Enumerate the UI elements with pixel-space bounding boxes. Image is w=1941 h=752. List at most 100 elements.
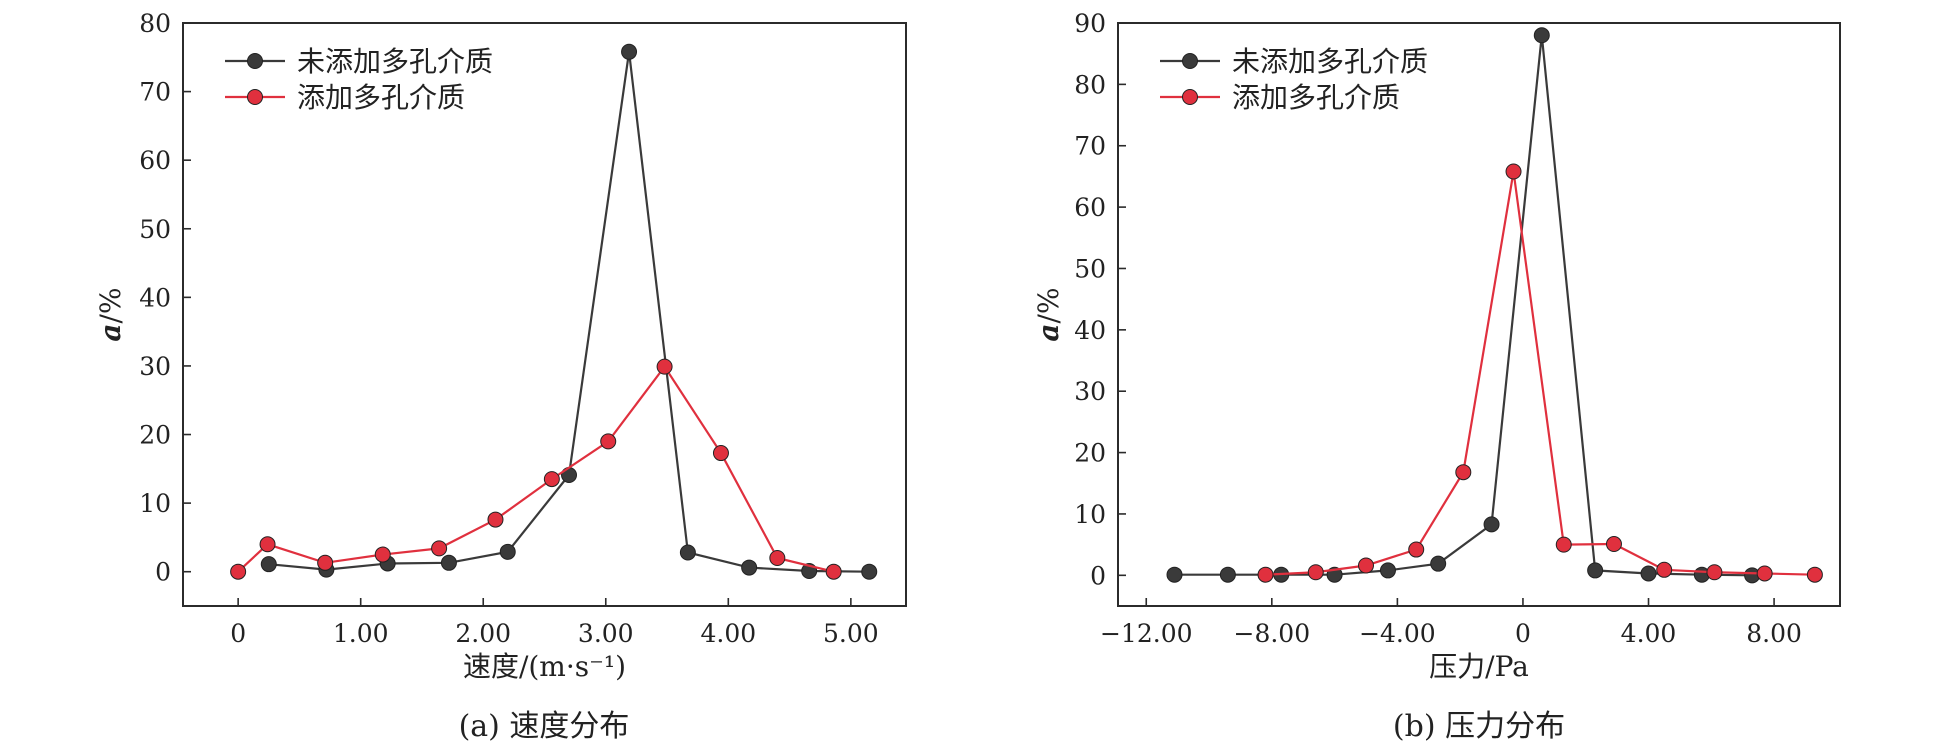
data-point [487, 511, 504, 528]
data-point [1806, 566, 1823, 583]
x-tick-label: 4.00 [700, 619, 756, 648]
y-tick-label: 10 [1074, 500, 1106, 529]
data-point [1533, 27, 1550, 44]
data-point [1706, 564, 1723, 581]
x-axis-title: 压力/Pa [1429, 650, 1529, 683]
plot-area-frame [1117, 22, 1841, 607]
data-point [317, 554, 334, 571]
data-point [712, 445, 729, 462]
legend-marker-unadded [1182, 53, 1198, 69]
legend-marker-added [247, 89, 263, 105]
data-point [600, 433, 617, 450]
y-axis-title: a/% [94, 287, 127, 341]
data-point [1605, 536, 1622, 553]
series-line-0 [268, 51, 870, 573]
y-tick-label: 20 [1074, 439, 1106, 468]
data-point [1357, 557, 1374, 574]
data-point [1756, 565, 1773, 582]
x-tick-label: −4.00 [1359, 619, 1436, 648]
legend-marker-unadded [247, 53, 263, 69]
data-point [259, 536, 276, 553]
y-tick-label: 80 [1074, 70, 1106, 99]
data-point [1379, 562, 1396, 579]
data-point [1640, 565, 1657, 582]
data-point [861, 563, 878, 580]
data-point [825, 563, 842, 580]
legend-marker-added [1182, 89, 1198, 105]
x-tick-label: −12.00 [1100, 619, 1193, 648]
x-tick-label: −8.00 [1234, 619, 1311, 648]
series-line-0 [1174, 35, 1753, 577]
y-tick-label: 50 [139, 215, 171, 244]
data-point [561, 466, 578, 483]
data-point [1555, 536, 1572, 553]
y-tick-label: 0 [155, 558, 171, 587]
axis-ticks: 0 1.00 2.00 3.00 4.00 5.00 0 10 20 30 40 50 60 70 80 [139, 9, 879, 648]
plot-area-frame [182, 22, 907, 607]
legend-label-unadded: 未添加多孔介质 [1232, 45, 1428, 78]
y-tick-label: 40 [1074, 316, 1106, 345]
data-point [1307, 564, 1324, 581]
legend-label-unadded: 未添加多孔介质 [297, 45, 493, 78]
y-tick-label: 60 [1074, 193, 1106, 222]
series-layer [1166, 27, 1823, 584]
legend-label-added: 添加多孔介质 [297, 81, 465, 114]
data-point [656, 358, 673, 375]
data-point [1257, 566, 1274, 583]
x-tick-label: 5.00 [823, 619, 879, 648]
y-tick-label: 70 [139, 78, 171, 107]
y-tick-label: 80 [139, 9, 171, 38]
legend-label-added: 添加多孔介质 [1232, 81, 1400, 114]
x-tick-label: 4.00 [1621, 619, 1677, 648]
x-tick-label: 1.00 [333, 619, 389, 648]
data-point [1455, 464, 1472, 481]
data-point [543, 471, 560, 488]
y-tick-label: 30 [139, 352, 171, 381]
series-layer [230, 43, 878, 580]
x-axis-title: 速度/(m·s⁻¹) [463, 650, 626, 683]
legend: 未添加多孔介质 添加多孔介质 [225, 45, 493, 114]
y-tick-label: 30 [1074, 377, 1106, 406]
data-point [260, 556, 277, 573]
data-point [741, 559, 758, 576]
data-point [1408, 541, 1425, 558]
data-point [621, 43, 638, 60]
x-tick-label: 2.00 [455, 619, 511, 648]
data-point [1219, 566, 1236, 583]
panel-caption: (a) 速度分布 [459, 709, 630, 744]
y-tick-label: 20 [139, 421, 171, 450]
x-tick-label: 0 [1515, 619, 1531, 648]
data-point [374, 546, 391, 563]
panel-caption: (b) 压力分布 [1393, 709, 1565, 744]
data-point [440, 554, 457, 571]
y-tick-label: 70 [1074, 132, 1106, 161]
y-tick-label: 60 [139, 146, 171, 175]
data-point [230, 563, 247, 580]
y-tick-label: 90 [1074, 9, 1106, 38]
y-tick-label: 50 [1074, 254, 1106, 283]
data-point [679, 544, 696, 561]
x-tick-label: 8.00 [1746, 619, 1802, 648]
data-point [1505, 163, 1522, 180]
data-point [1587, 562, 1604, 579]
legend: 未添加多孔介质 添加多孔介质 [1160, 45, 1428, 114]
y-axis-title: a/% [1032, 287, 1065, 341]
pressure-distribution-chart: −12.00 −8.00 −4.00 0 4.00 8.00 0 10 20 30 40 50 60 70… [1032, 9, 1841, 744]
data-point [1166, 566, 1183, 583]
data-point [1430, 555, 1447, 572]
y-tick-label: 40 [139, 283, 171, 312]
y-tick-label: 0 [1090, 561, 1106, 590]
data-point [499, 543, 516, 560]
velocity-distribution-chart: 0 1.00 2.00 3.00 4.00 5.00 0 10 20 30 40 50 60 70 80 未… [94, 9, 907, 744]
y-tick-label: 10 [139, 489, 171, 518]
data-point [1483, 516, 1500, 533]
data-point [431, 540, 448, 557]
series-line-1 [237, 364, 834, 573]
data-point [1656, 561, 1673, 578]
axis-ticks: −12.00 −8.00 −4.00 0 4.00 8.00 0 10 20 30 40 50 60 70… [1074, 9, 1802, 648]
data-point [769, 549, 786, 566]
x-tick-label: 3.00 [578, 619, 634, 648]
x-tick-label: 0 [230, 619, 246, 648]
series-line-1 [1265, 171, 1815, 576]
